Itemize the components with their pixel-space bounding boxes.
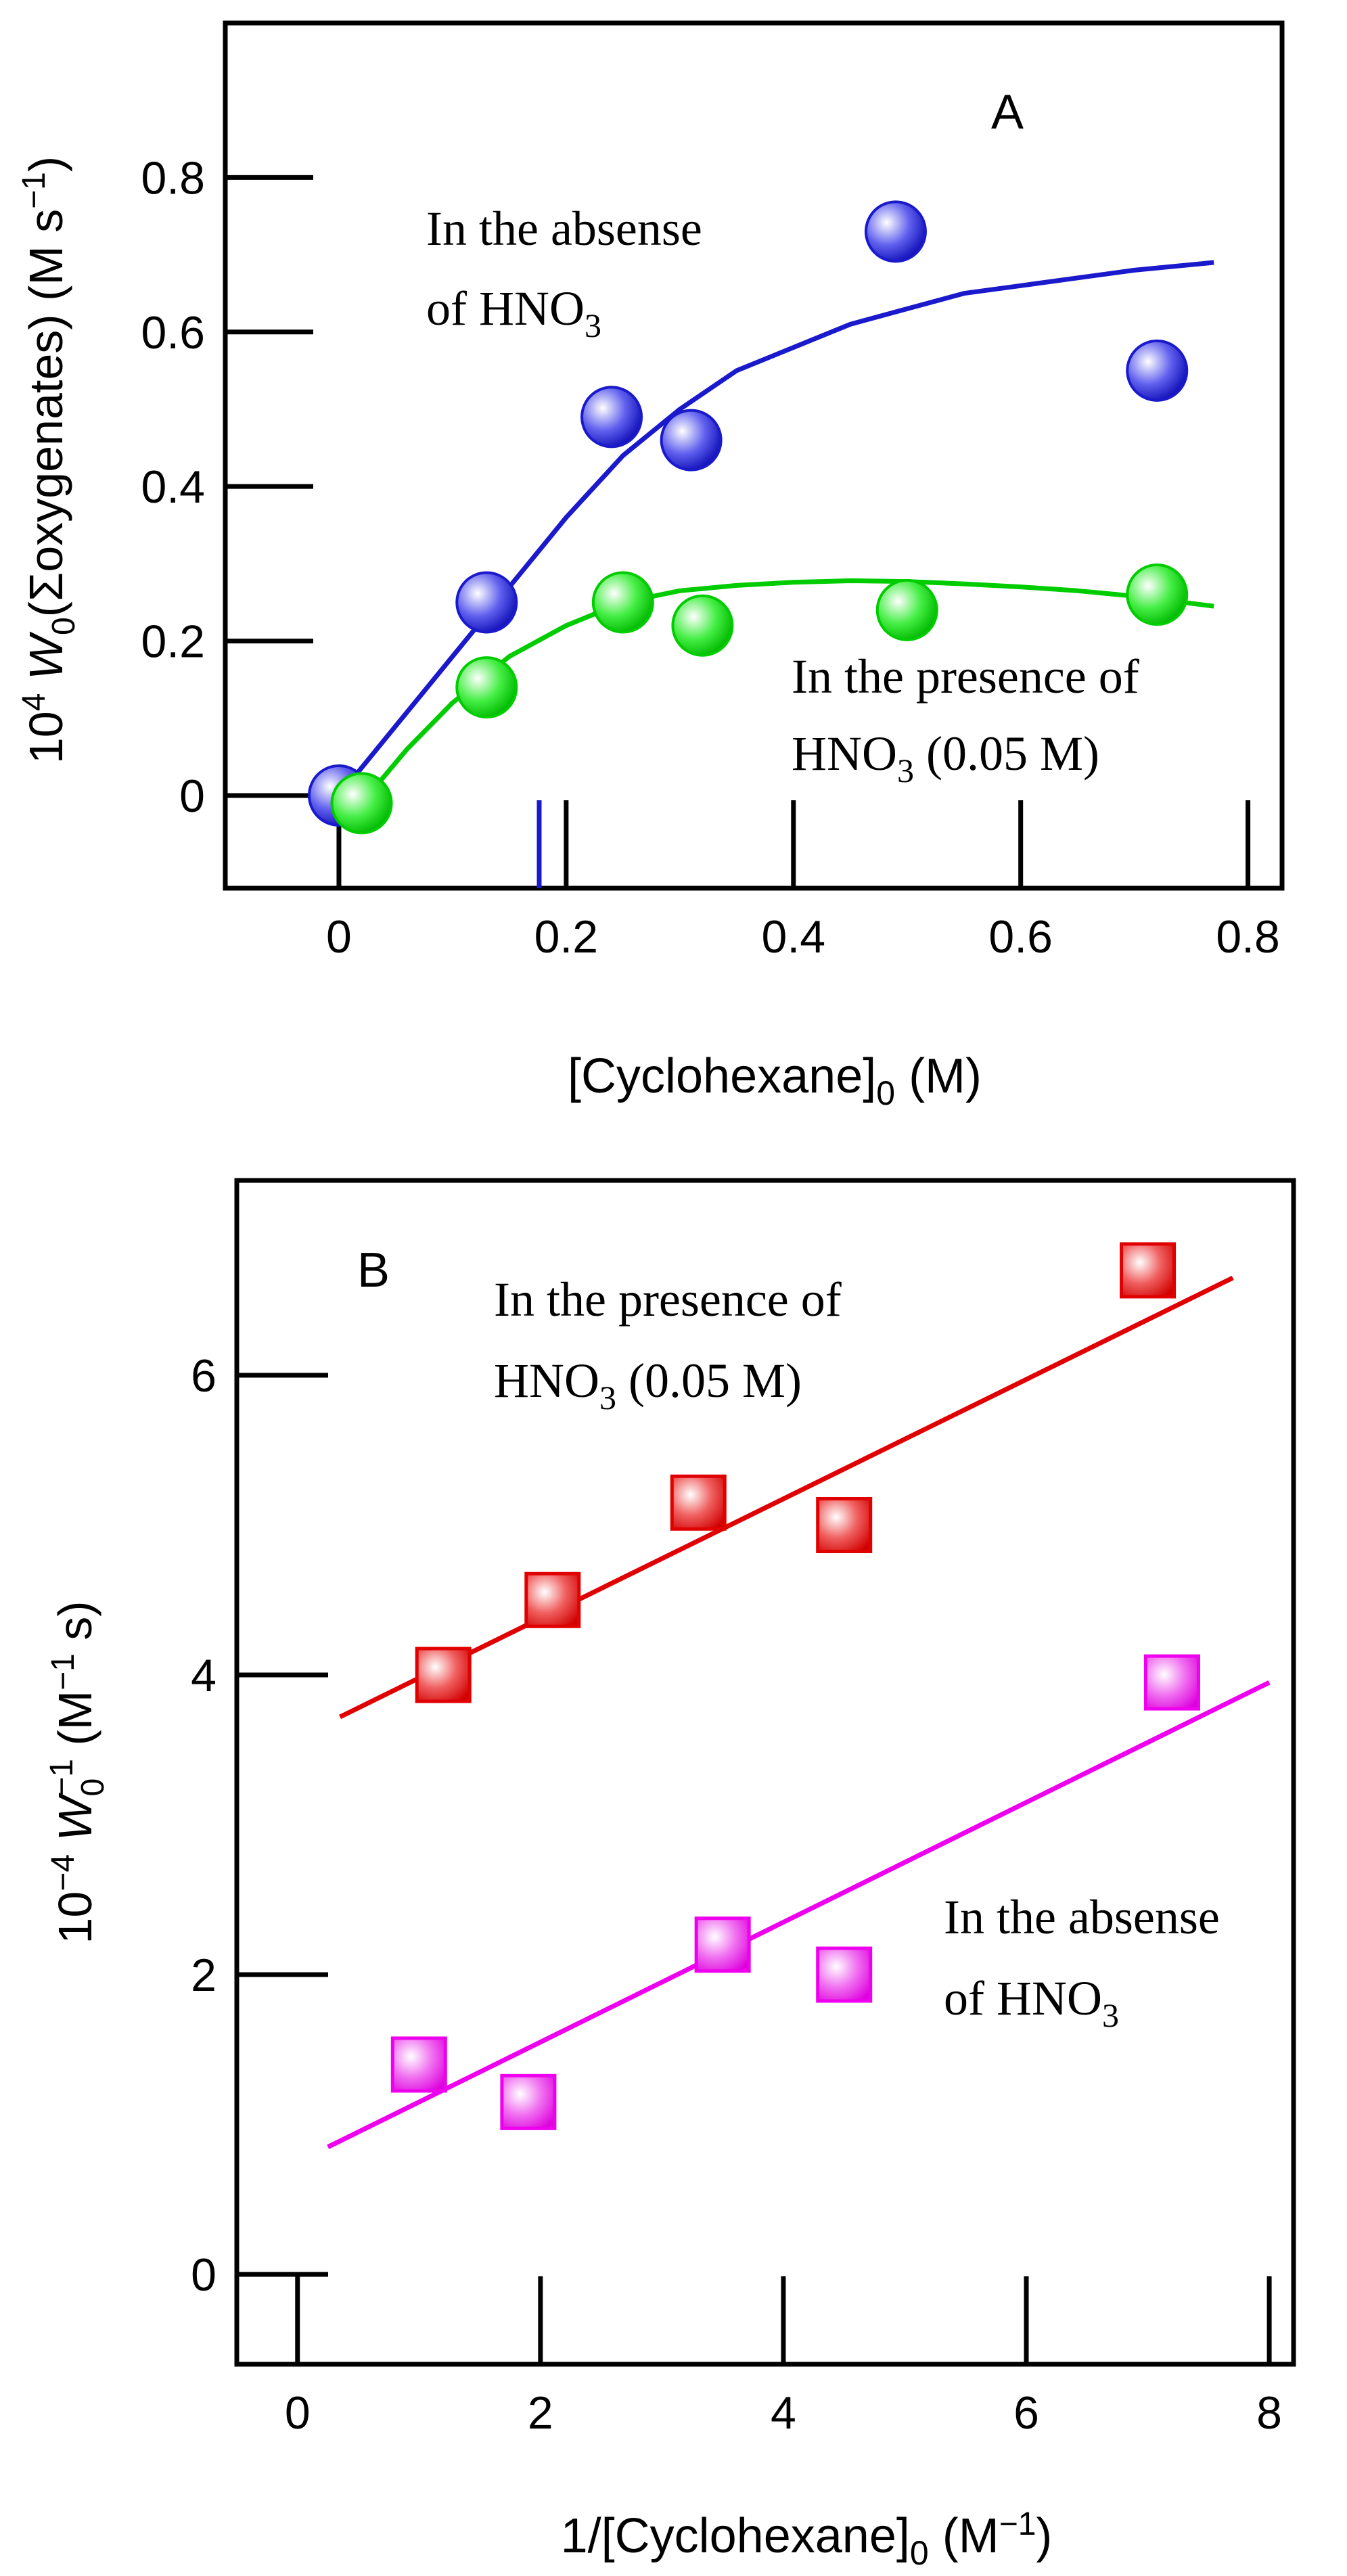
data-point-series-2-1 <box>390 2036 447 2093</box>
x-tick-label: 4 <box>771 2387 796 2439</box>
panel-a-frame <box>223 20 1285 891</box>
y-tick-label: 0.8 <box>141 152 205 204</box>
panel-b-x-axis-label: 1/[Cyclohexane]0 (M−1) <box>561 2506 1053 2572</box>
data-point-series-2-2 <box>500 2073 557 2130</box>
panel-a-x-ticks: 0 0.2 0.4 0.6 0.8 <box>326 800 1280 963</box>
x-tick-label: 0.2 <box>534 911 599 963</box>
x-tick-label: 0 <box>326 911 352 963</box>
data-point-series-1-6 <box>1126 339 1189 402</box>
y-tick-label: 0.6 <box>141 307 205 359</box>
x-tick-label: 8 <box>1256 2387 1282 2439</box>
data-point-series-1-4 <box>660 409 723 472</box>
annotation-presence-b: In the presence of HNO3 (0.05 M) <box>494 1272 854 1417</box>
panel-a-y-axis-label: 104 W0(Σoxygenates) (M s−1) <box>16 156 82 764</box>
y-tick-label: 0 <box>179 770 205 822</box>
data-point-series-1-1 <box>415 1647 472 1703</box>
data-point-series-1-2 <box>455 571 518 634</box>
annotation-absense-b: In the absense of HNO3 <box>944 1890 1232 2034</box>
panel-a-label: A <box>991 85 1024 139</box>
panel-b-y-ticks: 0 2 4 6 <box>191 1350 328 2301</box>
data-point-series-2-3 <box>694 1916 751 1973</box>
data-point-series-2-3 <box>591 571 654 634</box>
panel-a-fit-lines <box>337 260 1214 805</box>
x-tick-label: 0.4 <box>762 911 826 963</box>
panel-a-points <box>307 200 1189 835</box>
x-tick-label: 0 <box>285 2387 311 2439</box>
panel-a-x-axis-label: [Cyclohexane]0 (M) <box>568 1049 982 1112</box>
data-point-series-2-2 <box>455 656 518 719</box>
y-tick-label: 4 <box>191 1650 216 1701</box>
panel-a-y-ticks: 0 0.2 0.4 0.6 0.8 <box>141 152 313 822</box>
y-tick-label: 0.4 <box>141 461 205 513</box>
data-point-series-2-6 <box>1126 564 1189 626</box>
data-point-series-1-5 <box>864 200 927 263</box>
data-point-series-1-2 <box>524 1571 581 1628</box>
panel-b-x-ticks: 0 2 4 6 8 <box>285 2276 1282 2439</box>
data-point-series-2-1 <box>330 772 393 835</box>
data-point-series-2-5 <box>1143 1654 1200 1711</box>
y-tick-label: 6 <box>191 1350 216 1402</box>
panel-a: A 0 0.2 0.4 0.6 0.8 0 0.2 0.4 0.6 0.8 In the abs… <box>16 20 1285 1112</box>
panel-b-points <box>390 1242 1200 2130</box>
data-point-series-1-5 <box>1120 1242 1177 1299</box>
fit-line-series-2 <box>327 1680 1271 2149</box>
data-point-series-1-3 <box>670 1474 727 1531</box>
x-tick-label: 0.8 <box>1216 911 1280 963</box>
data-point-series-2-4 <box>671 594 734 657</box>
y-tick-label: 0 <box>191 2249 216 2301</box>
x-tick-label: 2 <box>528 2387 553 2439</box>
panel-b-label: B <box>357 1243 390 1297</box>
fit-line-series-1 <box>337 260 1214 798</box>
panel-b-y-axis-label: 10−4 W0−1 (M−1 s) <box>44 1601 111 1944</box>
annotation-presence-a: In the presence of HNO3 (0.05 M) <box>792 649 1151 789</box>
data-point-series-1-4 <box>816 1496 873 1553</box>
x-tick-label: 0.6 <box>988 911 1053 963</box>
x-tick-label: 6 <box>1013 2387 1039 2439</box>
panel-b-fit-lines <box>327 1275 1271 2149</box>
panel-b: B 0 2 4 6 0 2 4 6 8 In the presence of HNO3 (0.… <box>44 1178 1296 2572</box>
panel-b-frame <box>234 1178 1296 2367</box>
data-point-series-1-3 <box>580 386 643 448</box>
fit-line-series-1 <box>339 1275 1234 1720</box>
data-point-series-2-5 <box>875 578 938 641</box>
data-point-series-2-4 <box>816 1946 873 2003</box>
y-tick-label: 0.2 <box>141 616 205 668</box>
y-tick-label: 2 <box>191 1950 216 2001</box>
annotation-absense-a: In the absense of HNO3 <box>426 202 714 344</box>
